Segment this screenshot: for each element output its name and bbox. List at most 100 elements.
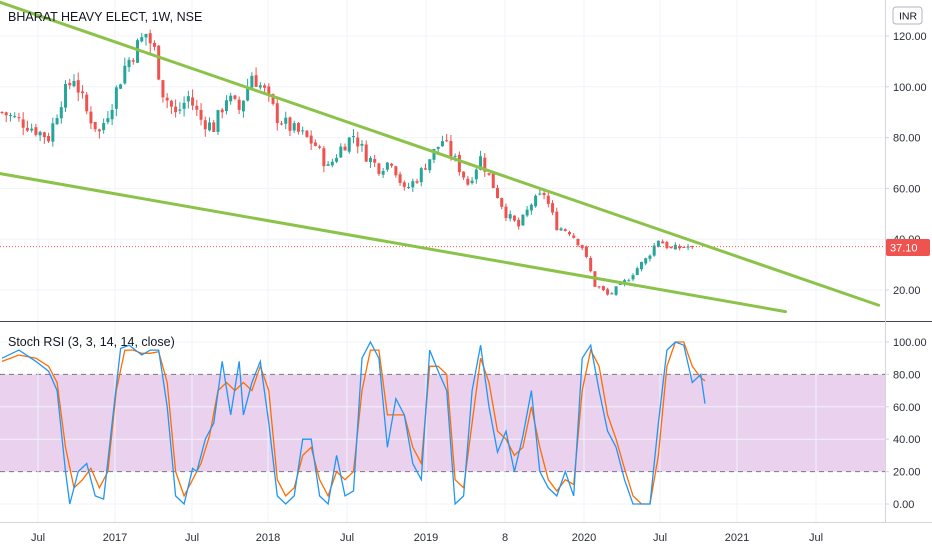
candle-body (123, 65, 127, 84)
indicator-title: Stoch RSI (3, 3, 14, 14, close) (8, 335, 175, 349)
candle-body (627, 280, 631, 282)
candle-body (381, 170, 385, 175)
candle-body (110, 109, 114, 120)
candle-body (21, 119, 25, 128)
trendlines[interactable] (0, 0, 881, 314)
candle-body (203, 120, 207, 130)
candle-body (555, 211, 559, 231)
candle-body (601, 286, 605, 291)
candle-body (216, 110, 220, 132)
candle-body (237, 99, 241, 110)
candle-body (8, 115, 12, 117)
price-grid (0, 0, 885, 321)
candle-body (436, 146, 440, 149)
last-price-badge: 37.10 (886, 239, 930, 256)
candle-body (440, 141, 444, 147)
candle-body (483, 157, 487, 172)
candle-body (563, 229, 567, 231)
candle-body (224, 100, 228, 112)
candle-body (470, 180, 474, 184)
price-tick-label: 60.00 (893, 183, 921, 195)
candle-body (76, 80, 80, 93)
candle-body (25, 127, 29, 131)
candle-body (169, 100, 173, 107)
candle-body (589, 258, 593, 272)
time-axis[interactable]: Jul 2017 Jul 2018 Jul 2019 8 2020 Jul 2021 Jul (0, 522, 932, 545)
candle-body (119, 84, 123, 89)
candle-body (288, 117, 292, 131)
candle-body (85, 94, 89, 112)
candle-body (89, 111, 93, 124)
candle-body (212, 122, 216, 132)
candle-body (68, 82, 72, 86)
candle-body (352, 136, 356, 138)
candle-body (648, 255, 652, 259)
candle-body (479, 156, 483, 170)
price-tick-label: 120.00 (893, 31, 927, 43)
candle-body (335, 157, 339, 162)
candle-body (199, 109, 203, 120)
candle-body (0, 112, 4, 114)
candle-body (678, 246, 682, 249)
candle-body (144, 33, 148, 38)
candle-body (72, 81, 76, 87)
candle-body (669, 246, 673, 249)
candle-body (474, 169, 478, 180)
candle-body (551, 203, 555, 213)
candle-body (47, 136, 51, 142)
candle-body (51, 123, 55, 142)
candle-body (411, 181, 415, 188)
price-axis[interactable]: 20.00 40.00 60.00 80.00 100.00 120.00 0.00 20.… (885, 0, 930, 522)
candle-body (80, 91, 84, 94)
candle-body (17, 117, 21, 119)
candle-body (258, 85, 262, 88)
band-fill (0, 374, 885, 472)
time-tick-label: 8 (502, 532, 508, 544)
candle-body (512, 215, 516, 221)
candle-body (313, 142, 317, 146)
time-tick-label: 2017 (103, 532, 127, 544)
candle-body (432, 149, 436, 160)
candle-body (318, 146, 322, 148)
price-pane[interactable]: BHARAT HEAVY ELECT, 1W, NSE (0, 0, 885, 321)
trendline-lower (0, 172, 787, 314)
stoch-tick-label: 40.00 (893, 434, 921, 446)
candle-body (93, 122, 97, 130)
candle-body (42, 132, 46, 138)
time-tick-label: 2020 (572, 532, 596, 544)
candle-body (4, 112, 8, 116)
time-tick-label: 2018 (256, 532, 280, 544)
currency-button[interactable]: INR (892, 6, 923, 25)
candle-body (606, 289, 610, 295)
candle-body (644, 258, 648, 264)
currency-button-frame[interactable] (892, 6, 923, 25)
stoch-tick-label: 80.00 (893, 369, 921, 381)
candle-body (635, 268, 639, 276)
trendline-upper (0, 0, 881, 307)
candle-body (661, 241, 665, 244)
price-tick-label: 80.00 (893, 133, 921, 145)
stoch-rsi-pane[interactable]: Stoch RSI (3, 3, 14, 14, close) (0, 322, 885, 522)
candle-body (538, 193, 542, 195)
candle-body (339, 146, 343, 158)
candle-body (504, 206, 508, 218)
candle-body (343, 146, 347, 151)
candle-body (453, 155, 457, 157)
currency-button-label[interactable]: INR (899, 11, 918, 23)
candle-body (55, 118, 59, 125)
candle-body (140, 37, 144, 42)
candle-body (542, 192, 546, 196)
stoch-axis-ticks: 0.00 20.00 40.00 60.00 80.00 100.00 (885, 337, 927, 511)
candle-body (30, 128, 34, 131)
candle-body (152, 42, 156, 47)
candle-body (174, 106, 178, 113)
candle-body (521, 214, 525, 226)
candle-body (326, 164, 330, 166)
candle-body (148, 33, 152, 44)
price-tick-label: 100.00 (893, 82, 927, 94)
candle-body (178, 109, 182, 111)
time-tick-label: Jul (31, 532, 45, 544)
candle-body (229, 95, 233, 102)
